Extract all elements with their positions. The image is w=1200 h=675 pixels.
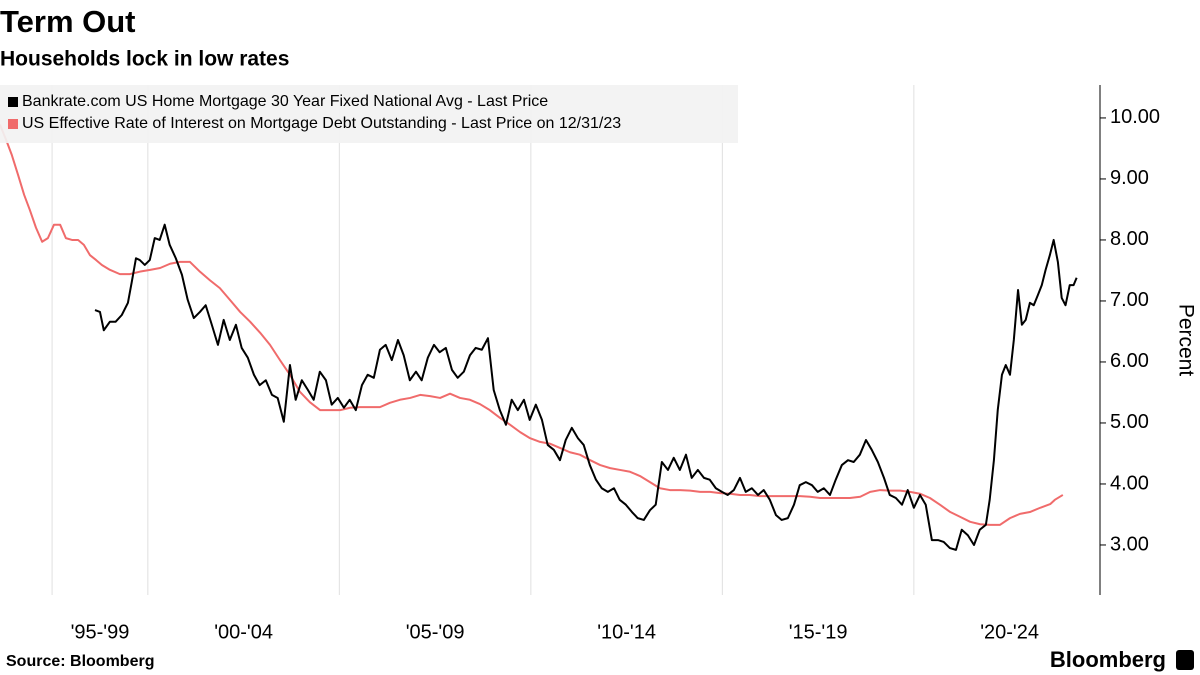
- x-tick-label: '15-'19: [789, 621, 848, 643]
- series-line: [0, 124, 1064, 526]
- y-tick-label: 5.00: [1110, 411, 1149, 433]
- x-tick-label: '00-'04: [214, 621, 273, 643]
- y-axis-label: Percent: [1174, 304, 1197, 377]
- y-tick-label: 4.00: [1110, 472, 1149, 494]
- legend-swatch: [8, 119, 18, 129]
- x-tick-label: '95-'99: [71, 621, 130, 643]
- legend-swatch: [8, 97, 18, 107]
- legend: Bankrate.com US Home Mortgage 30 Year Fi…: [0, 85, 738, 143]
- y-tick-label: 10.00: [1110, 106, 1160, 128]
- legend-label: Bankrate.com US Home Mortgage 30 Year Fi…: [22, 93, 548, 110]
- brand-icon: [1176, 650, 1194, 670]
- brand-logo: Bloomberg: [1050, 647, 1166, 672]
- x-tick-label: '10-'14: [597, 621, 656, 643]
- chart-title: Term Out: [0, 4, 136, 39]
- y-tick-label: 3.00: [1110, 533, 1149, 555]
- y-tick-label: 6.00: [1110, 350, 1149, 372]
- series-line: [94, 223, 1078, 551]
- y-tick-label: 8.00: [1110, 228, 1149, 250]
- legend-background: [0, 85, 738, 143]
- source-note: Source: Bloomberg: [6, 653, 154, 670]
- y-tick-label: 7.00: [1110, 289, 1149, 311]
- y-tick-label: 9.00: [1110, 167, 1149, 189]
- chart-subtitle: Households lock in low rates: [0, 48, 289, 71]
- x-tick-label: '20-'24: [980, 621, 1039, 643]
- x-tick-label: '05-'09: [406, 621, 465, 643]
- legend-label: US Effective Rate of Interest on Mortgag…: [22, 115, 621, 132]
